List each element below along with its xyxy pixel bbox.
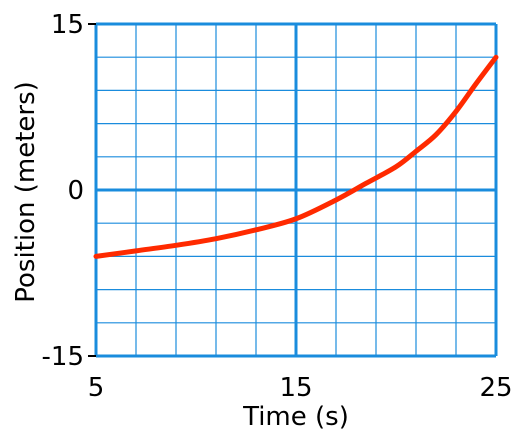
x-tick-label: 25 [479, 373, 512, 403]
y-tick-label: -15 [42, 342, 84, 372]
x-axis-title: Time (s) [242, 402, 349, 432]
series-group [93, 54, 499, 259]
series-line [93, 54, 499, 259]
y-tick-label: 15 [51, 10, 84, 40]
x-tick-label: 15 [279, 373, 312, 403]
grid-major [88, 22, 498, 358]
y-tick-label: 0 [67, 176, 84, 206]
y-axis-title: Position (meters) [11, 81, 41, 303]
tick-labels: 5 15 25 -15 0 15 [42, 10, 512, 403]
x-tick-label: 5 [88, 373, 105, 403]
